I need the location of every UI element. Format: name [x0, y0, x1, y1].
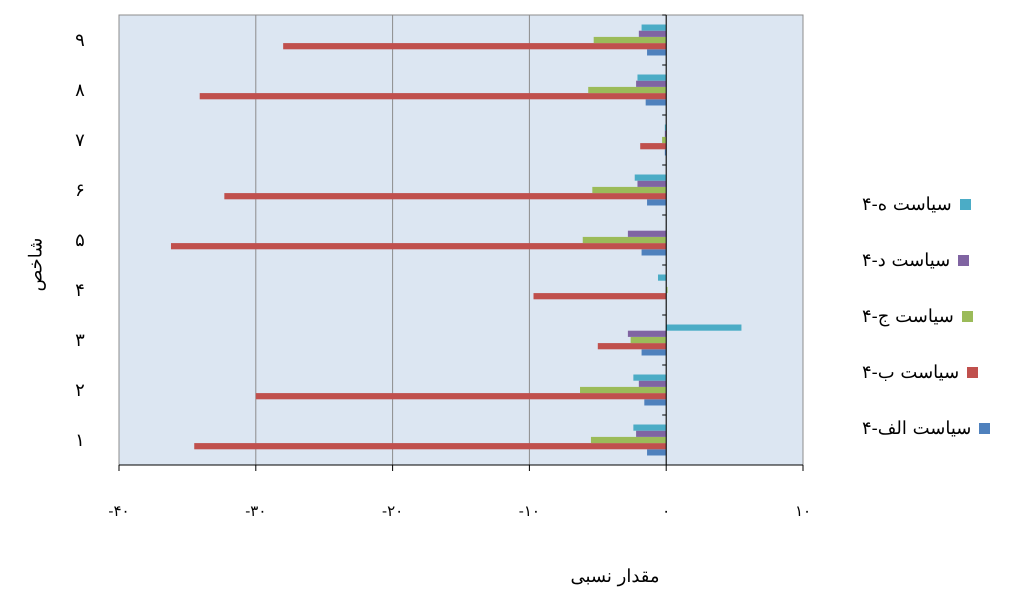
bar-2-series-2	[255, 393, 667, 400]
bar-4-series-2	[533, 293, 667, 300]
y-tick-label: ۳	[75, 330, 85, 351]
y-tick-label: ۴	[75, 280, 85, 301]
bar-3-series-4	[627, 330, 667, 337]
bar-8-series-5	[637, 74, 667, 81]
legend-swatch	[958, 254, 970, 266]
legend-label: سیاست د-۴	[862, 249, 951, 271]
bar-9-series-4	[638, 30, 667, 37]
x-tick-labels: -۴۰ -۳۰ -۲۰ -۱۰ ۰ ۱۰	[108, 502, 811, 520]
bar-5-series-2	[170, 243, 667, 250]
legend-label: سیاست ب-۴	[862, 361, 960, 383]
bar-6-series-1	[647, 199, 667, 206]
bar-2-series-3	[580, 386, 667, 394]
legend-item: سیاست الف-۴	[862, 416, 1022, 440]
bar-6-series-3	[592, 186, 667, 194]
axes	[118, 14, 804, 471]
bar-5-series-1	[641, 249, 667, 256]
y-tick-label: ۱	[75, 430, 85, 451]
bar-4-series-3	[666, 286, 668, 294]
bar-1-series-5	[633, 424, 667, 431]
bar-4-series-5	[657, 274, 667, 281]
bar-3-series-5	[666, 324, 742, 331]
bar-9-series-5	[641, 24, 667, 31]
legend-item: سیاست د-۴	[862, 248, 1022, 272]
legend-swatch	[959, 198, 971, 210]
x-tick-label: ۱۰	[795, 502, 811, 520]
bar-8-series-3	[588, 86, 667, 94]
x-axis-title: مقدار نسبی	[570, 566, 660, 587]
bar-2-series-5	[633, 374, 667, 381]
bar-5-series-3	[582, 236, 667, 244]
bar-8-series-4	[636, 80, 667, 87]
bar-7-series-4	[664, 130, 667, 137]
legend-swatch	[979, 422, 991, 434]
bar-6-series-4	[637, 180, 667, 187]
y-tick-label: ۸	[75, 80, 85, 101]
bar-3-series-2	[597, 343, 667, 350]
bar-3-series-1	[641, 349, 667, 356]
legend-swatch	[967, 366, 979, 378]
bar-3-series-3	[630, 336, 667, 344]
bar-1-series-1	[647, 449, 667, 456]
legend-label: سیاست ه-۴	[862, 193, 952, 215]
y-tick-labels: ۱ ۲ ۳ ۴ ۵ ۶ ۷ ۸ ۹	[75, 30, 85, 451]
bar-7-series-2	[640, 143, 667, 150]
bar-9-series-3	[593, 36, 667, 44]
legend-swatch	[961, 310, 973, 322]
y-tick-label: ۹	[75, 30, 85, 51]
bar-9-series-2	[283, 43, 667, 50]
bar-5-series-4	[627, 230, 667, 237]
plot-area	[118, 14, 804, 466]
bar-6-series-2	[224, 193, 667, 200]
legend-item: سیاست ه-۴	[862, 192, 1022, 216]
bar-6-series-5	[634, 174, 667, 181]
bar-7-series-1	[664, 149, 667, 156]
x-tick-label: -۱۰	[519, 502, 540, 520]
bar-2-series-1	[644, 399, 667, 406]
x-tick-label: -۴۰	[108, 502, 129, 520]
legend-item: سیاست ب-۴	[862, 360, 1022, 384]
y-tick-label: ۵	[75, 230, 85, 251]
bar-8-series-2	[199, 93, 667, 100]
bar-7-series-5	[664, 124, 667, 131]
bar-8-series-1	[645, 99, 667, 106]
x-tick-label: ۰	[662, 502, 670, 520]
legend-label: سیاست ج-۴	[862, 305, 954, 327]
legend-item: سیاست ج-۴	[862, 304, 1022, 328]
y-tick-label: ۶	[75, 180, 85, 201]
bars	[170, 24, 742, 456]
bar-9-series-1	[647, 49, 667, 56]
bar-7-series-3	[662, 136, 667, 144]
x-tick-label: -۳۰	[245, 502, 266, 520]
bar-1-series-4	[636, 430, 667, 437]
bar-1-series-3	[590, 436, 667, 444]
bar-1-series-2	[194, 443, 667, 450]
bar-2-series-4	[638, 380, 667, 387]
y-tick-label: ۲	[75, 380, 85, 401]
y-axis-title-text: شاخص	[25, 237, 47, 291]
y-axis-title: شاخص	[14, 214, 58, 314]
x-tick-label: -۲۰	[382, 502, 403, 520]
legend-label: سیاست الف-۴	[862, 417, 972, 439]
y-tick-label: ۷	[75, 130, 85, 151]
